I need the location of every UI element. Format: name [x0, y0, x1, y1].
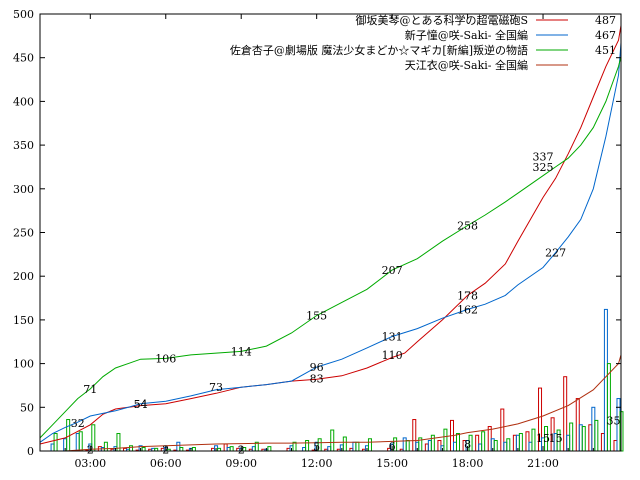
point-labels: 5473831101783371532549613116222771106114…: [71, 150, 621, 456]
point-label: 71: [83, 383, 97, 396]
y-tick-label: 100: [13, 358, 34, 371]
point-label: 110: [382, 349, 403, 362]
hourly-bar: [481, 431, 486, 452]
point-label: 8: [464, 438, 471, 451]
point-label: 83: [310, 372, 324, 385]
hourly-bar: [103, 441, 108, 452]
point-label: 73: [209, 381, 223, 394]
point-label: 162: [457, 303, 478, 316]
axes: 0 50 100 150 200 250 300 350 400 450 500 03:00 06:00…: [13, 8, 621, 470]
y-tick-label: 500: [13, 8, 34, 21]
hourly-bar: [594, 419, 599, 452]
hourly-bar: [342, 436, 347, 452]
legend-entry-name: 佐倉杏子@劇場版 魔法少女まどか☆マギカ[新編]叛逆の物語: [230, 43, 528, 57]
y-tick-label: 250: [13, 227, 34, 240]
hourly-bar: [367, 438, 372, 452]
y-tick-label: 0: [27, 445, 34, 458]
point-label: 35: [606, 414, 620, 427]
point-label: 155: [306, 310, 327, 323]
legend-entry-name: 天江衣@咲-Saki- 全国編: [405, 58, 528, 72]
hourly-bars: [50, 308, 624, 452]
plot-frame: [39, 13, 622, 452]
hourly-bar: [456, 433, 460, 452]
point-label: 325: [533, 161, 554, 174]
hourly-bar: [179, 447, 184, 452]
point-label: 15: [536, 432, 550, 445]
legend-total: 467: [595, 29, 616, 42]
point-label: 227: [545, 247, 566, 260]
point-label: 258: [457, 220, 478, 233]
hourly-bar: [569, 422, 574, 452]
y-tick-label: 400: [13, 95, 34, 108]
series-line: [39, 56, 622, 439]
legend-total: 451: [595, 44, 616, 57]
point-label: 207: [382, 264, 403, 277]
point-label: 96: [310, 361, 324, 374]
point-label: 106: [155, 352, 176, 365]
legend-total: 487: [595, 14, 616, 27]
hourly-bar: [606, 363, 611, 452]
hourly-bar: [531, 428, 536, 452]
x-tick-label: 06:00: [150, 457, 182, 470]
point-label: 32: [71, 417, 85, 430]
point-label: 337: [533, 150, 554, 163]
hourly-bar: [493, 440, 498, 452]
point-label: 54: [134, 398, 148, 411]
hourly-bar: [191, 447, 196, 452]
point-label: 114: [231, 345, 252, 358]
y-tick-label: 50: [20, 401, 34, 414]
x-tick-label: 03:00: [74, 457, 106, 470]
hourly-bar: [405, 440, 410, 452]
y-tick-label: 150: [13, 314, 34, 327]
hourly-bar: [292, 441, 297, 452]
hourly-bar: [443, 428, 448, 452]
series-line: [39, 25, 622, 445]
point-label: 178: [457, 289, 478, 302]
x-tick-label: 15:00: [376, 457, 408, 470]
legend: 御坂美琴@とある科学の超電磁砲S 487 新子憧@咲-Saki- 全国編 467 佐倉杏…: [230, 13, 616, 72]
cumulative-lines: [39, 25, 622, 452]
hourly-bar: [129, 445, 134, 452]
legend-entry-name: 新子憧@咲-Saki- 全国編: [405, 28, 528, 42]
x-tick-label: 12:00: [301, 457, 333, 470]
hourly-bar: [518, 433, 523, 452]
hourly-bar: [141, 447, 146, 452]
hourly-bar: [355, 441, 360, 452]
y-tick-label: 300: [13, 183, 34, 196]
series-line: [40, 354, 622, 452]
series-line: [39, 42, 622, 443]
x-tick-label: 09:00: [225, 457, 257, 470]
hourly-bar: [267, 446, 272, 452]
y-tick-label: 450: [13, 52, 34, 65]
hourly-bar: [53, 433, 58, 452]
x-tick-label: 18:00: [452, 457, 484, 470]
hourly-bar: [229, 446, 234, 452]
hourly-bar: [430, 434, 435, 452]
y-tick-label: 200: [13, 270, 34, 283]
point-label: 131: [382, 331, 403, 344]
hourly-bar: [78, 431, 83, 452]
legend-entry-name: 御坂美琴@とある科学の超電磁砲S: [355, 13, 528, 27]
hourly-bar: [581, 426, 586, 452]
hourly-bar: [506, 438, 511, 452]
point-label: 15: [549, 432, 563, 445]
hourly-bar: [330, 429, 335, 452]
y-tick-label: 350: [13, 139, 34, 152]
point-label: 54: [134, 398, 148, 411]
hourly-bar: [305, 440, 310, 452]
x-tick-label: 21:00: [527, 457, 559, 470]
